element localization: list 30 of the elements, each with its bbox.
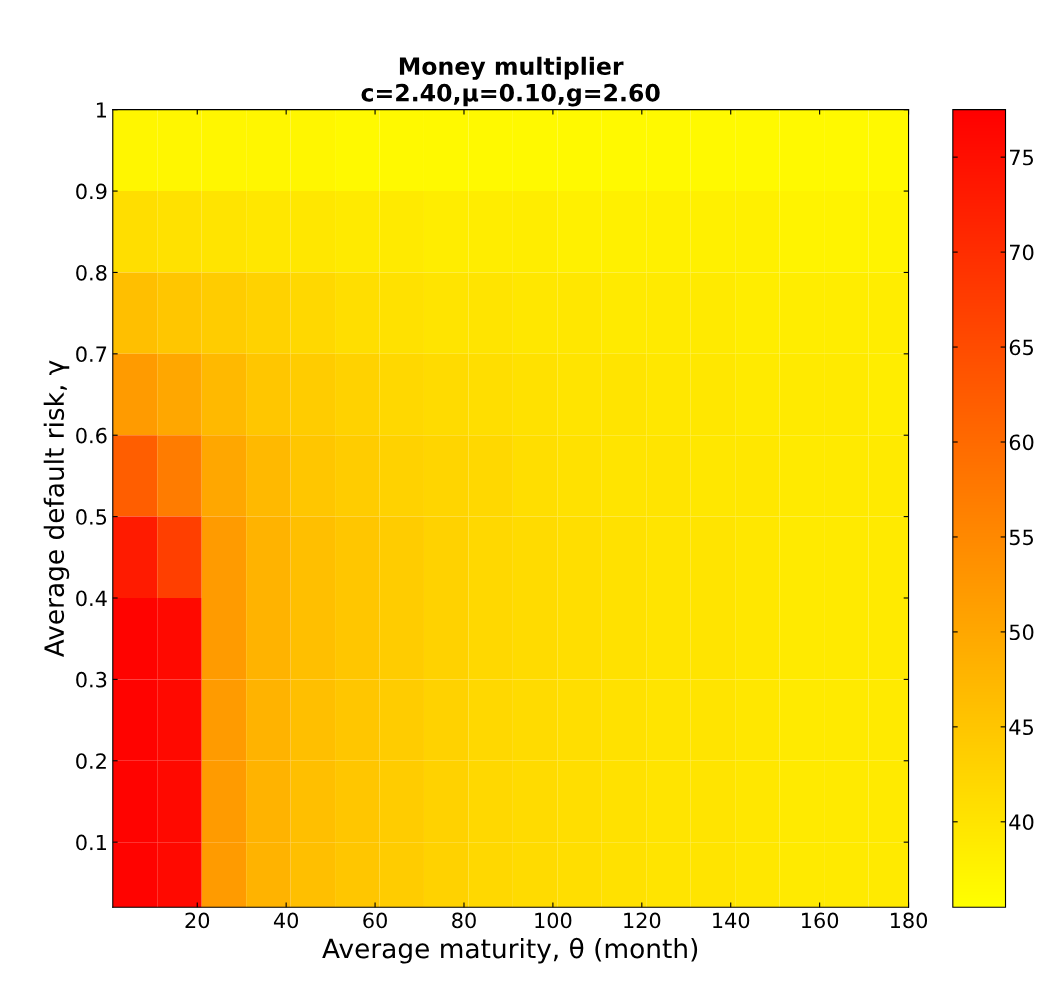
x-tick-label: 80	[452, 912, 476, 929]
y-tick-label: 0.8	[76, 264, 107, 281]
y-tick-label: 0.7	[76, 346, 107, 363]
x-tick-label: 180	[890, 912, 928, 929]
color-bar-label: 55	[1009, 529, 1033, 546]
y-axis-title: Average default risk, γ	[43, 360, 70, 658]
x-tick-label: 100	[535, 912, 572, 929]
chart-title: Money multiplier c=2.40,μ=0.10,g=2.60	[361, 56, 660, 107]
y-tick-label: 0.3	[76, 671, 107, 688]
y-tick-label: 0.4	[76, 590, 107, 607]
x-tick-label: 40	[273, 912, 299, 929]
y-tick-label: 0.2	[76, 753, 106, 769]
color-bar-label: 65	[1009, 339, 1033, 356]
y-tick-label: 0.1	[76, 834, 106, 851]
color-bar-label: 40	[1009, 814, 1034, 831]
y-tick-label: 1	[96, 102, 106, 118]
x-tick-label: 20	[185, 912, 210, 929]
color-bar-label: 50	[1009, 624, 1034, 641]
x-tick-label: 120	[624, 912, 661, 929]
y-tick-label: 0.6	[76, 427, 107, 444]
y-tick-label: 0.5	[76, 509, 107, 525]
x-tick-label: 140	[713, 912, 750, 929]
color-bar-label: 70	[1010, 244, 1034, 261]
color-bar-label: 75	[1010, 149, 1033, 166]
x-tick-label: 160	[802, 912, 839, 929]
color-bar-label: 60	[1009, 434, 1034, 451]
x-tick-label: 60	[363, 912, 387, 929]
x-axis-title: Average maturity, θ (month)	[322, 937, 698, 964]
color-bar-label: 45	[1009, 719, 1033, 736]
y-tick-label: 0.9	[76, 183, 107, 200]
